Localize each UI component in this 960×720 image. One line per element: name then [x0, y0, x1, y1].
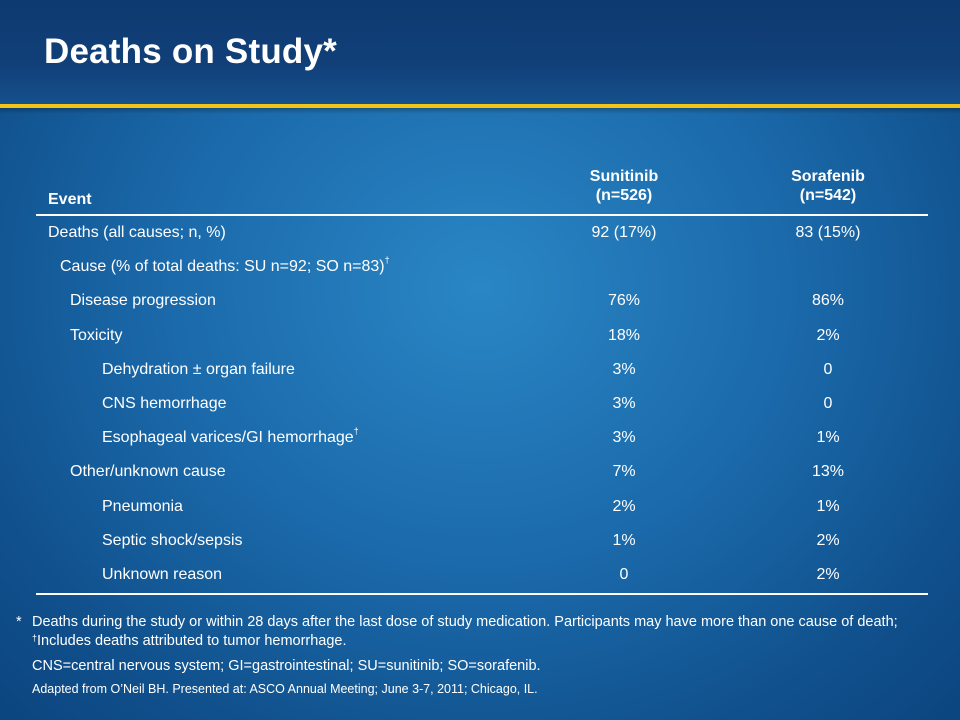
- row-label: Septic shock/sepsis: [102, 531, 243, 549]
- footnote-text-b: Includes deaths attributed to tumor hemo…: [37, 633, 347, 649]
- sorafenib-value: 0: [823, 360, 833, 378]
- header-event: Event: [48, 191, 92, 208]
- sunitinib-value: 3%: [612, 394, 636, 412]
- table-row: Septic shock/sepsis 1% 2%: [36, 524, 928, 558]
- table-row: CNS hemorrhage 3% 0: [36, 387, 928, 421]
- table-row: Cause (% of total deaths: SU n=92; SO n=…: [36, 250, 928, 284]
- footnote-dagger: †: [32, 633, 38, 643]
- row-label: Disease progression: [70, 292, 216, 310]
- row-label: Toxicity: [70, 326, 123, 344]
- dagger-mark: †: [384, 255, 390, 266]
- header-sunitinib-name: Sunitinib: [589, 168, 659, 185]
- sunitinib-value: 3%: [612, 360, 636, 378]
- header-sorafenib-n: (n=542): [799, 187, 857, 204]
- sunitinib-value: 1%: [612, 531, 636, 549]
- dagger-mark: †: [353, 426, 359, 437]
- sorafenib-value: 2%: [816, 531, 840, 549]
- table-row: Toxicity 18% 2%: [36, 319, 928, 353]
- sunitinib-value: 2%: [612, 497, 636, 515]
- sunitinib-value: 7%: [612, 463, 636, 481]
- sorafenib-value: 83 (15%): [795, 224, 861, 241]
- footnote-star: *: [16, 614, 22, 630]
- row-label: Unknown reason: [102, 565, 223, 583]
- sorafenib-value: 13%: [811, 463, 845, 481]
- table-row: Deaths (all causes; n, %) 92 (17%) 83 (1…: [36, 216, 928, 250]
- header-sunitinib: Sunitinib (n=526): [524, 167, 724, 205]
- header-sorafenib: Sorafenib (n=542): [728, 167, 928, 205]
- sunitinib-value: 76%: [607, 292, 641, 310]
- row-label: Deaths (all causes; n, %): [48, 224, 226, 241]
- sorafenib-value: 1%: [816, 429, 840, 447]
- title-divider-shadow: [0, 108, 960, 114]
- row-label: Pneumonia: [102, 497, 183, 515]
- sunitinib-value: 18%: [607, 326, 641, 344]
- table-bottom-rule: [36, 593, 928, 596]
- table-row: Disease progression 76% 86%: [36, 284, 928, 318]
- sorafenib-value: 2%: [816, 565, 840, 583]
- sunitinib-value: 3%: [612, 429, 636, 447]
- footnote-source: Adapted from O’Neil BH. Presented at: AS…: [32, 682, 538, 696]
- table-row: Esophageal varices/GI hemorrhage† 3% 1%: [36, 421, 928, 455]
- sunitinib-value: 92 (17%): [591, 224, 657, 241]
- row-label: Esophageal varices/GI hemorrhage†: [102, 426, 359, 447]
- row-label-text: Cause (% of total deaths: SU n=92; SO n=…: [60, 258, 385, 276]
- footnote-text-a: Deaths during the study or within 28 day…: [32, 614, 898, 630]
- footnote-abbreviations: CNS=central nervous system; GI=gastroint…: [32, 658, 541, 674]
- row-label: Dehydration ± organ failure: [102, 360, 295, 378]
- table-row: Other/unknown cause 7% 13%: [36, 455, 928, 489]
- table-row: Unknown reason 0 2%: [36, 558, 928, 592]
- sorafenib-value: 1%: [816, 497, 840, 515]
- table-header: Event Sunitinib (n=526) Sorafenib (n=542…: [36, 164, 928, 216]
- sorafenib-value: 2%: [816, 326, 840, 344]
- header-sorafenib-name: Sorafenib: [791, 168, 865, 185]
- footnote-deaths: * Deaths during the study or within 28 d…: [16, 613, 936, 651]
- sorafenib-value: 86%: [811, 292, 845, 310]
- title-bar: Deaths on Study*: [0, 0, 960, 104]
- deaths-table: Event Sunitinib (n=526) Sorafenib (n=542…: [36, 164, 928, 596]
- table-row: Dehydration ± organ failure 3% 0: [36, 353, 928, 387]
- title-divider: [0, 104, 960, 108]
- row-label-text: Esophageal varices/GI hemorrhage: [102, 429, 354, 447]
- row-label: CNS hemorrhage: [102, 394, 227, 412]
- row-label: Cause (% of total deaths: SU n=92; SO n=…: [60, 255, 390, 276]
- sunitinib-value: 0: [619, 565, 629, 583]
- slide-title: Deaths on Study*: [44, 32, 337, 71]
- row-label: Other/unknown cause: [70, 463, 226, 481]
- header-sunitinib-n: (n=526): [595, 187, 653, 204]
- sorafenib-value: 0: [823, 394, 833, 412]
- footnotes: * Deaths during the study or within 28 d…: [16, 613, 936, 699]
- table-row: Pneumonia 2% 1%: [36, 490, 928, 524]
